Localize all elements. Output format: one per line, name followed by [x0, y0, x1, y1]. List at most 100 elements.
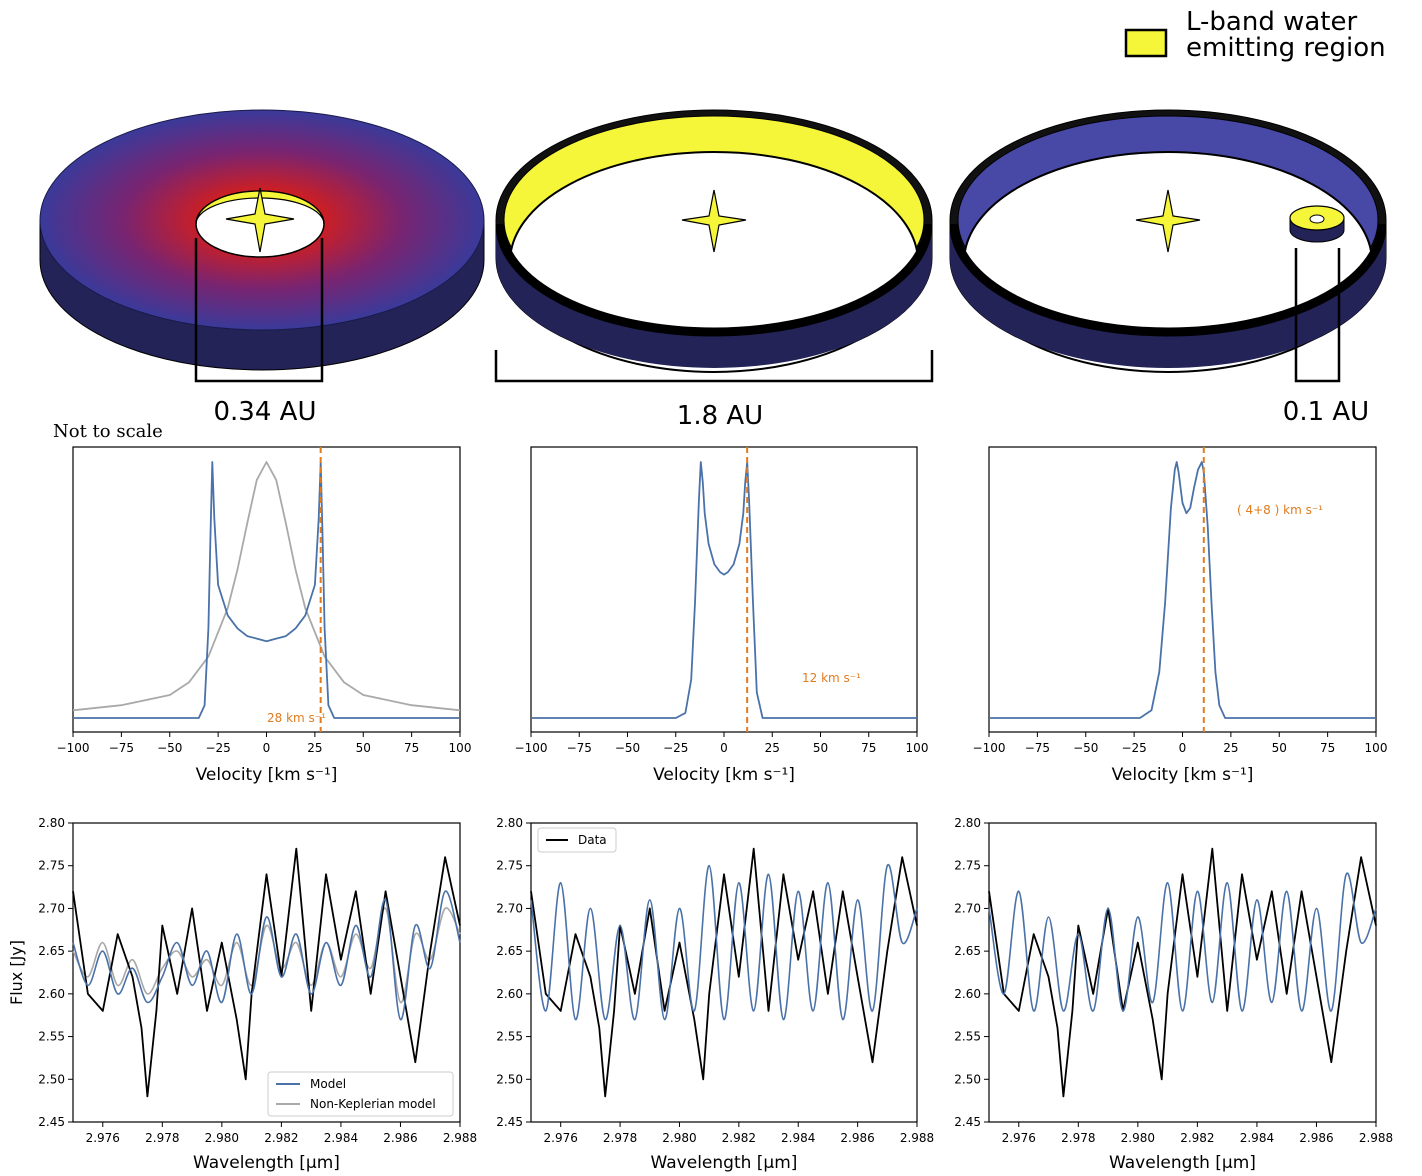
velocity-panel-left: −100 −75 −50 −25 0 25 50 75 100 Velocity [km s⁻¹]…: [57, 446, 472, 785]
star-icon: [681, 189, 747, 253]
x-tick-label: 75: [404, 741, 419, 755]
legend-box: [267, 1071, 454, 1117]
y-tick-label: 2.80: [954, 816, 981, 830]
axes-frame: [988, 822, 1377, 1123]
y-tick-label: 2.70: [38, 901, 65, 915]
legend-label: Non-Keplerian model: [310, 1097, 436, 1111]
series-line-data: [72, 847, 461, 1098]
series-line-data: [988, 847, 1377, 1098]
y-tick-label: 2.75: [954, 859, 981, 873]
x-tick-label: 25: [765, 741, 780, 755]
y-tick-label: 2.55: [496, 1030, 523, 1044]
scale-brackets: [194, 238, 1341, 383]
legend-line1: L-band water: [1186, 7, 1357, 37]
scale-label-middle: 1.8 AU: [677, 401, 763, 431]
series-line-model: [988, 872, 1377, 1012]
x-tick-label: 2.988: [900, 1131, 934, 1145]
x-tick-label: 2.978: [603, 1131, 637, 1145]
x-tick-label: 2.976: [544, 1131, 578, 1145]
legend-box: [537, 827, 617, 853]
x-tick-label: 2.988: [1359, 1131, 1393, 1145]
x-tick-label: 2.988: [443, 1131, 477, 1145]
x-tick-label: −50: [615, 741, 640, 755]
x-tick-label: 2.978: [145, 1131, 179, 1145]
series-line-non-keplerian: [72, 907, 461, 1004]
scale-label-right: 0.1 AU: [1283, 397, 1369, 427]
x-tick-label: −25: [205, 741, 230, 755]
x-tick-label: 50: [1272, 741, 1287, 755]
x-tick-label: −50: [157, 741, 182, 755]
x-tick-label: 2.984: [324, 1131, 358, 1145]
x-tick-label: −100: [973, 741, 1006, 755]
x-tick-label: 100: [1365, 741, 1388, 755]
velocity-annotation: 12 km s⁻¹: [802, 671, 861, 685]
series-line-model: [530, 863, 918, 1021]
series-line-keplerian: [73, 461, 460, 719]
x-tick-label: 0: [1179, 741, 1187, 755]
not-to-scale-note: Not to scale: [53, 421, 163, 442]
legend-label: Data: [578, 833, 607, 847]
disk-left: [39, 109, 485, 371]
x-tick-label: −50: [1073, 741, 1098, 755]
x-tick-label: 2.982: [722, 1131, 756, 1145]
velocity-annotation: ( 4+8 ) km s⁻¹: [1237, 503, 1323, 517]
x-tick-label: −25: [663, 741, 688, 755]
series-line-keplerian: [989, 461, 1376, 719]
spectrum-panel-left: 2.976 2.978 2.980 2.982 2.984 2.986 2.988 2.45 2…: [7, 816, 477, 1173]
y-tick-label: 2.70: [496, 901, 523, 915]
axes-frame: [530, 822, 918, 1123]
y-tick-label: 2.80: [38, 816, 65, 830]
x-tick-label: 75: [1320, 741, 1335, 755]
y-tick-label: 2.75: [496, 859, 523, 873]
x-tick-label: −100: [515, 741, 548, 755]
axes-frame: [72, 446, 461, 733]
legend: Data: [537, 827, 617, 853]
x-tick-label: 2.986: [383, 1131, 417, 1145]
x-tick-label: −75: [567, 741, 592, 755]
series-line-keplerian: [531, 461, 917, 719]
star-icon: [225, 187, 295, 253]
x-tick-label: 2.982: [1180, 1131, 1214, 1145]
x-tick-label: 100: [906, 741, 929, 755]
y-tick-label: 2.65: [38, 944, 65, 958]
y-tick-label: 2.50: [38, 1072, 65, 1086]
y-tick-label: 2.80: [496, 816, 523, 830]
legend-label: Model: [310, 1077, 346, 1091]
series-line-model: [72, 890, 461, 1021]
scale-label-left: 0.34 AU: [214, 397, 317, 427]
x-axis-label: Wavelength [μm]: [193, 1153, 340, 1173]
x-tick-label: 2.976: [1002, 1131, 1036, 1145]
x-tick-label: −75: [1025, 741, 1050, 755]
x-tick-label: 50: [356, 741, 371, 755]
x-tick-label: −75: [109, 741, 134, 755]
y-tick-label: 2.75: [38, 859, 65, 873]
y-tick-label: 2.55: [954, 1030, 981, 1044]
y-tick-label: 2.50: [496, 1072, 523, 1086]
axes-frame: [530, 446, 918, 733]
x-tick-label: 2.978: [1061, 1131, 1095, 1145]
y-tick-label: 2.45: [38, 1115, 65, 1129]
disk-right: [949, 109, 1387, 373]
x-axis-label: Velocity [km s⁻¹]: [196, 765, 338, 785]
legend-swatch: [1124, 28, 1168, 58]
y-tick-label: 2.70: [954, 901, 981, 915]
velocity-annotation: 28 km s⁻¹: [267, 711, 326, 725]
x-tick-label: −100: [57, 741, 90, 755]
x-tick-label: 2.980: [662, 1131, 696, 1145]
x-tick-label: 0: [263, 741, 271, 755]
velocity-panel-middle: −100 −75 −50 −25 0 25 50 75 100 Velocity [km s⁻¹]…: [515, 446, 929, 785]
x-tick-label: 25: [307, 741, 322, 755]
y-tick-label: 2.55: [38, 1030, 65, 1044]
x-axis-label: Velocity [km s⁻¹]: [653, 765, 795, 785]
x-tick-label: −25: [1121, 741, 1146, 755]
y-tick-label: 2.45: [954, 1115, 981, 1129]
x-tick-label: 100: [449, 741, 472, 755]
small-disk: [1289, 205, 1345, 243]
x-axis-label: Velocity [km s⁻¹]: [1112, 765, 1254, 785]
legend-line2: emitting region: [1186, 33, 1386, 63]
y-tick-label: 2.60: [496, 987, 523, 1001]
y-tick-label: 2.45: [496, 1115, 523, 1129]
top-legend: L-band water emitting region: [1124, 7, 1386, 63]
x-tick-label: 2.984: [781, 1131, 815, 1145]
